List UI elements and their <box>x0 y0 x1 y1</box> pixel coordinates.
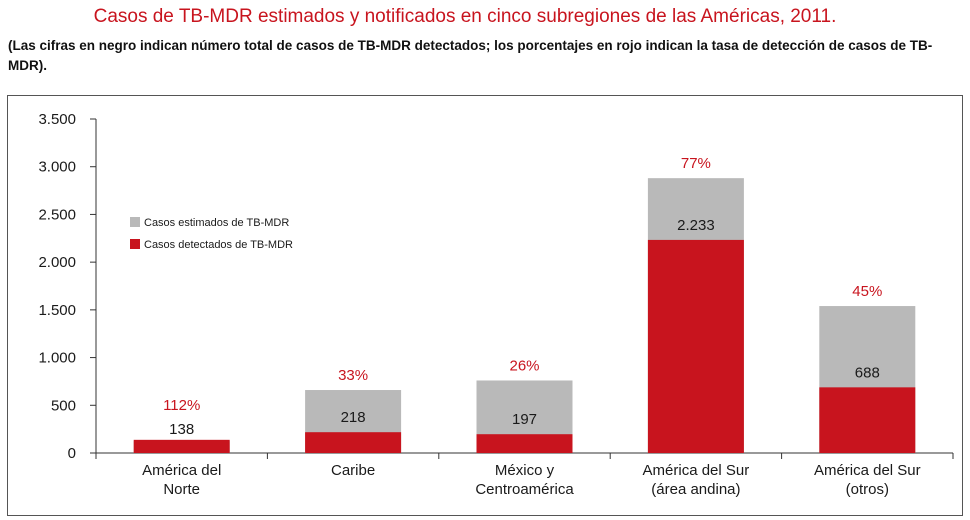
chart-frame: 0 500 1.000 1.500 2.000 2.500 3.000 3.500 138 112… <box>7 95 963 516</box>
x-category-label: América del Sur <box>643 462 750 479</box>
chart-subtitle: (Las cifras en negro indican número tota… <box>8 38 933 73</box>
y-tick-label: 0 <box>68 445 76 462</box>
data-label-percent: 45% <box>852 283 882 300</box>
bar-detected <box>133 439 230 453</box>
data-label-detected: 197 <box>512 411 537 428</box>
data-label-percent: 77% <box>681 155 711 172</box>
data-label-percent: 33% <box>338 367 368 384</box>
y-tick-label: 1.500 <box>38 302 76 319</box>
legend-swatch <box>130 217 140 227</box>
x-category-label: (otros) <box>846 481 889 498</box>
x-category-label: México y <box>495 462 555 479</box>
bar-chart: 0 500 1.000 1.500 2.000 2.500 3.000 3.500 138 112… <box>38 111 954 498</box>
data-label-percent: 112% <box>163 397 200 414</box>
data-label-detected: 2.233 <box>677 217 715 234</box>
x-category-label: América del Sur <box>814 462 921 479</box>
legend-label: Casos estimados de TB-MDR <box>144 217 289 229</box>
x-category-label: Centroamérica <box>475 481 574 498</box>
bar-detected <box>819 387 916 453</box>
y-tick-label: 3.000 <box>38 159 76 176</box>
data-label-detected: 218 <box>341 409 366 426</box>
chart-title: Casos de TB-MDR estimados y notificados … <box>93 6 837 27</box>
x-category-label: Norte <box>163 481 200 498</box>
y-tick-label: 2.500 <box>38 206 76 223</box>
x-category-label: América del <box>142 462 221 479</box>
y-tick-label: 3.500 <box>38 111 76 128</box>
x-category-label: (área andina) <box>651 481 740 498</box>
bar-detected <box>647 239 744 453</box>
legend-label: Casos detectados de TB-MDR <box>144 239 293 251</box>
y-tick-label: 1.000 <box>38 350 76 367</box>
data-label-detected: 688 <box>855 364 880 381</box>
bar-detected <box>476 434 573 453</box>
bar-detected <box>305 432 402 453</box>
x-category-label: Caribe <box>331 462 375 479</box>
y-tick-label: 2.000 <box>38 254 76 271</box>
legend-swatch <box>130 239 140 249</box>
y-tick-label: 500 <box>51 397 76 414</box>
data-label-detected: 138 <box>169 421 194 438</box>
data-label-percent: 26% <box>509 357 539 374</box>
